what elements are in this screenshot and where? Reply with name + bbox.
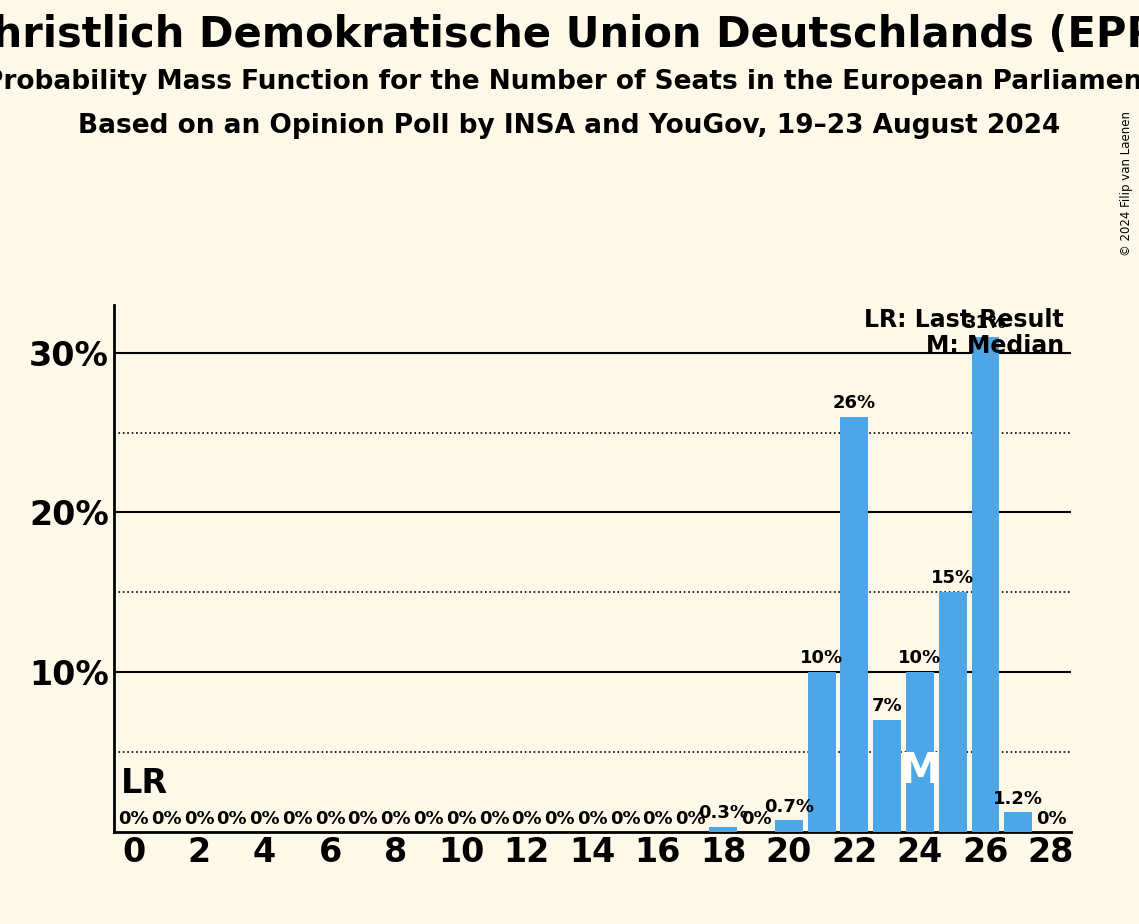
Text: 0%: 0% [740, 810, 771, 829]
Text: 1.2%: 1.2% [993, 790, 1043, 808]
Text: 0%: 0% [609, 810, 640, 829]
Text: Christlich Demokratische Union Deutschlands (EPP): Christlich Demokratische Union Deutschla… [0, 14, 1139, 55]
Bar [939, 592, 967, 832]
Text: 0%: 0% [314, 810, 345, 829]
Text: 15%: 15% [932, 569, 974, 588]
Text: LR: LR [121, 767, 167, 800]
Text: 31%: 31% [964, 314, 1007, 332]
Text: 0%: 0% [642, 810, 673, 829]
Text: 0%: 0% [183, 810, 214, 829]
Text: 10%: 10% [800, 650, 843, 667]
Text: © 2024 Filip van Laenen: © 2024 Filip van Laenen [1121, 111, 1133, 256]
Bar [1005, 812, 1032, 832]
Text: 0.3%: 0.3% [698, 804, 748, 822]
Text: 0%: 0% [544, 810, 575, 829]
Bar [808, 672, 836, 832]
Text: 0%: 0% [413, 810, 444, 829]
Bar [841, 417, 868, 832]
Bar [775, 821, 803, 832]
Text: 26%: 26% [833, 394, 876, 412]
Text: 0%: 0% [1035, 810, 1066, 829]
Bar [972, 337, 999, 832]
Text: LR: Last Result: LR: Last Result [865, 308, 1064, 332]
Text: 0%: 0% [511, 810, 542, 829]
Text: 0.7%: 0.7% [764, 797, 814, 816]
Text: 0%: 0% [151, 810, 181, 829]
Text: 7%: 7% [871, 697, 902, 715]
Bar [906, 672, 934, 832]
Bar [874, 720, 901, 832]
Text: 0%: 0% [675, 810, 706, 829]
Text: Based on an Opinion Poll by INSA and YouGov, 19–23 August 2024: Based on an Opinion Poll by INSA and You… [79, 113, 1060, 139]
Text: 0%: 0% [118, 810, 149, 829]
Text: 0%: 0% [478, 810, 509, 829]
Bar [710, 827, 737, 832]
Text: 0%: 0% [577, 810, 607, 829]
Text: M: M [899, 750, 941, 792]
Text: 10%: 10% [899, 650, 942, 667]
Text: 0%: 0% [347, 810, 378, 829]
Text: M: Median: M: Median [926, 334, 1064, 358]
Text: Probability Mass Function for the Number of Seats in the European Parliament: Probability Mass Function for the Number… [0, 69, 1139, 95]
Text: 0%: 0% [282, 810, 313, 829]
Text: 0%: 0% [445, 810, 476, 829]
Text: 0%: 0% [249, 810, 280, 829]
Text: 0%: 0% [216, 810, 247, 829]
Text: 0%: 0% [380, 810, 411, 829]
